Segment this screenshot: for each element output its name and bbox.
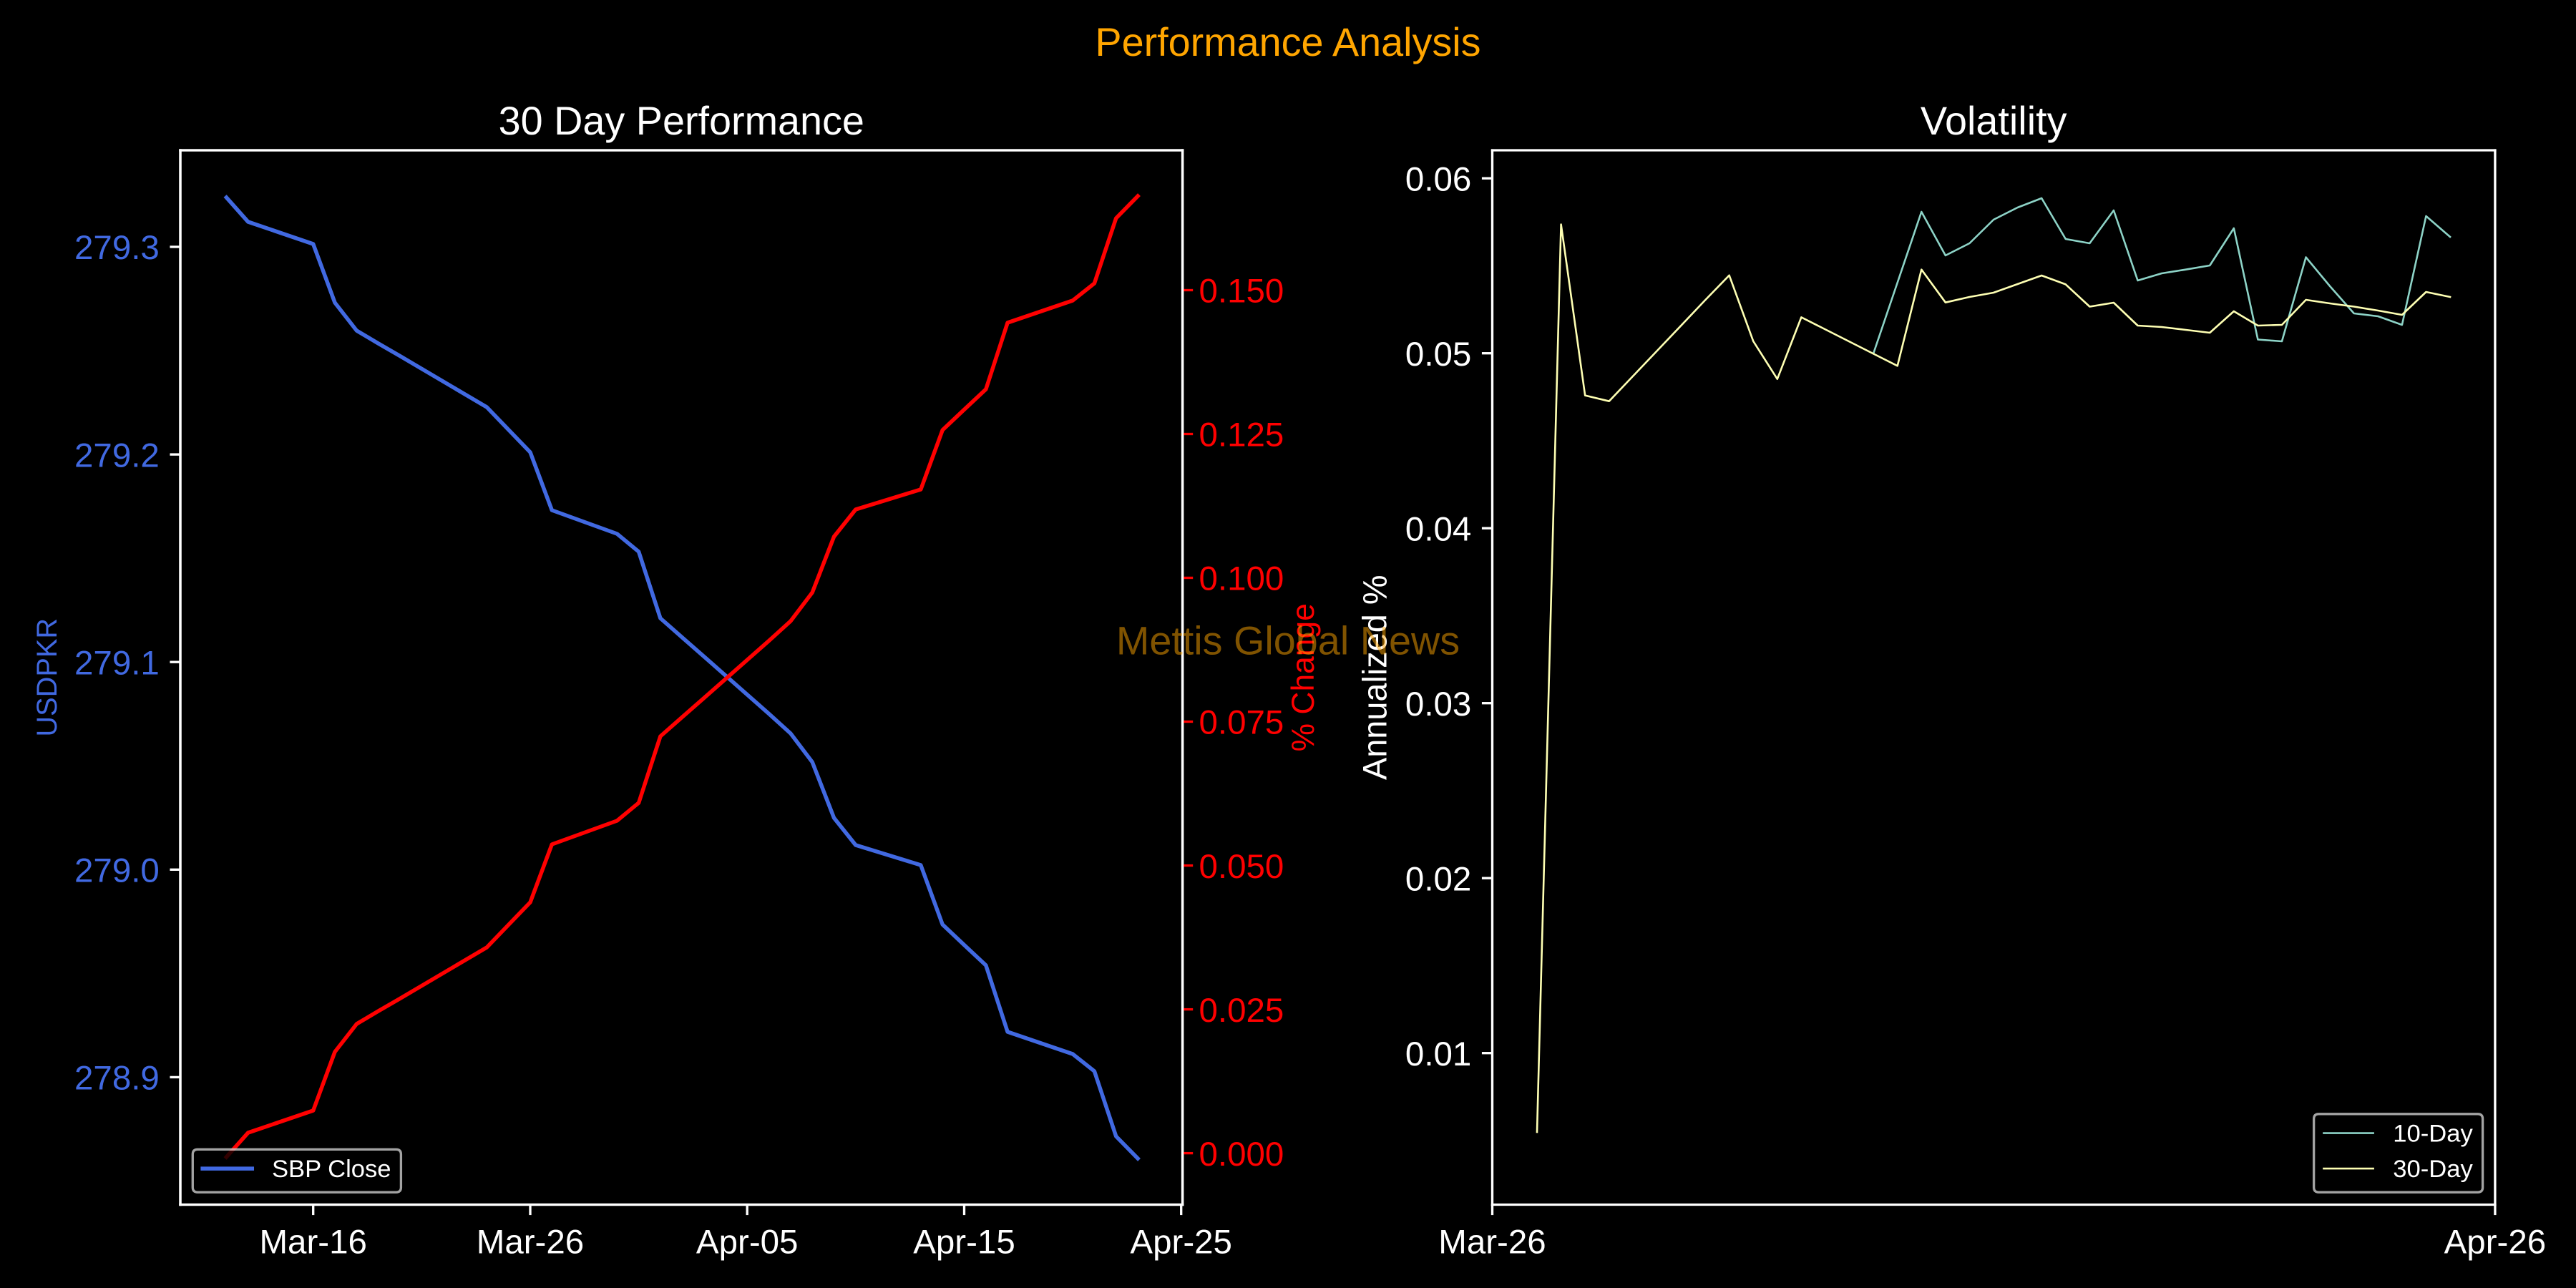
svg-text:Mar-26: Mar-26 xyxy=(1438,1223,1546,1261)
svg-text:USDPKR: USDPKR xyxy=(31,618,63,737)
svg-text:0.03: 0.03 xyxy=(1405,686,1471,723)
svg-text:279.2: 279.2 xyxy=(74,436,160,474)
svg-text:% Change: % Change xyxy=(1286,603,1321,751)
svg-text:279.3: 279.3 xyxy=(74,229,160,267)
svg-text:0.050: 0.050 xyxy=(1199,848,1284,886)
svg-text:0.150: 0.150 xyxy=(1199,273,1284,311)
svg-text:0.02: 0.02 xyxy=(1405,860,1471,898)
svg-text:0.100: 0.100 xyxy=(1199,560,1284,598)
svg-text:30 Day Performance: 30 Day Performance xyxy=(499,99,864,143)
svg-text:10-Day: 10-Day xyxy=(2393,1121,2473,1148)
svg-text:0.01: 0.01 xyxy=(1405,1035,1471,1073)
svg-text:0.06: 0.06 xyxy=(1405,160,1471,198)
svg-text:Apr-05: Apr-05 xyxy=(696,1223,799,1261)
svg-text:Mar-26: Mar-26 xyxy=(477,1223,584,1261)
svg-text:Apr-15: Apr-15 xyxy=(913,1223,1015,1261)
svg-text:Mar-16: Mar-16 xyxy=(259,1223,366,1261)
svg-text:0.025: 0.025 xyxy=(1199,992,1284,1030)
svg-text:Apr-26: Apr-26 xyxy=(2444,1223,2547,1261)
svg-text:SBP Close: SBP Close xyxy=(272,1156,391,1183)
svg-text:0.125: 0.125 xyxy=(1199,416,1284,454)
svg-text:0.05: 0.05 xyxy=(1405,336,1471,374)
svg-text:0.04: 0.04 xyxy=(1405,510,1471,548)
svg-text:Apr-25: Apr-25 xyxy=(1130,1223,1232,1261)
svg-text:Annualized %: Annualized % xyxy=(1357,575,1394,780)
svg-text:279.0: 279.0 xyxy=(74,852,160,890)
svg-text:Volatility: Volatility xyxy=(1921,99,2067,143)
svg-text:0.000: 0.000 xyxy=(1199,1136,1284,1174)
svg-text:Performance Analysis: Performance Analysis xyxy=(1095,20,1480,64)
svg-text:0.075: 0.075 xyxy=(1199,704,1284,742)
svg-text:30-Day: 30-Day xyxy=(2393,1156,2473,1183)
svg-text:Mettis Global News: Mettis Global News xyxy=(1116,618,1460,663)
svg-text:278.9: 278.9 xyxy=(74,1060,160,1098)
svg-text:279.1: 279.1 xyxy=(74,644,160,682)
